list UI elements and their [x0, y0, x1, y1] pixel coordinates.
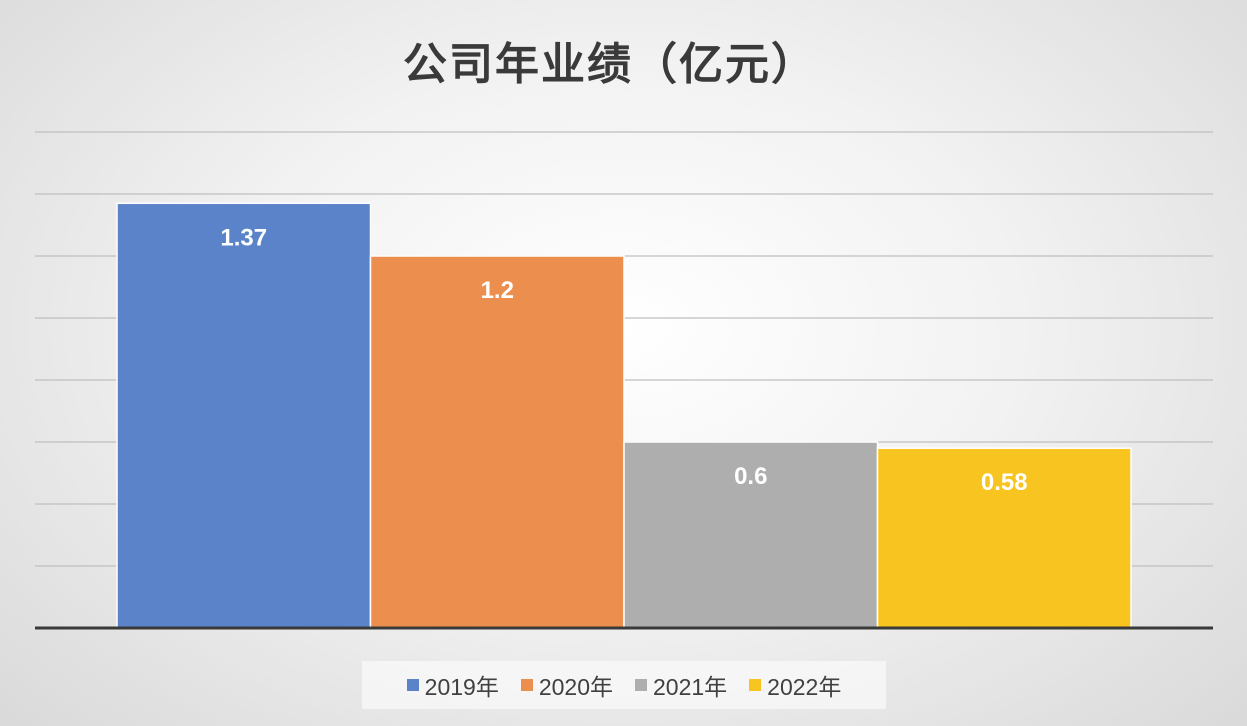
legend-label-0: 2019年 [424, 674, 499, 700]
bar-1 [369, 255, 625, 629]
data-label-3: 0.58 [981, 469, 1028, 496]
bar-3 [876, 447, 1132, 629]
chart-title: 公司年业绩（亿元） [403, 39, 817, 90]
legend-item-1: 2020年 [520, 668, 613, 702]
data-label-1: 1.2 [481, 277, 514, 304]
data-label-2: 0.6 [734, 463, 767, 490]
legend-item-3: 2022年 [749, 668, 841, 702]
legend-swatch-0 [406, 679, 419, 691]
bar-2 [623, 441, 879, 629]
legend-label-1: 2020年 [538, 674, 613, 700]
legend-label-2: 2021年 [653, 674, 728, 700]
legend-item-0: 2019年 [406, 668, 499, 702]
legend-swatch-1 [520, 679, 533, 691]
legend: 2019年 2020年 2021年 2022年 [362, 661, 886, 709]
legend-item-2: 2021年 [635, 668, 727, 702]
legend-label-3: 2022年 [767, 674, 842, 700]
legend-swatch-3 [749, 679, 762, 691]
legend-swatch-2 [635, 679, 647, 691]
data-label-0: 1.37 [220, 224, 267, 251]
bar-0 [116, 202, 372, 629]
